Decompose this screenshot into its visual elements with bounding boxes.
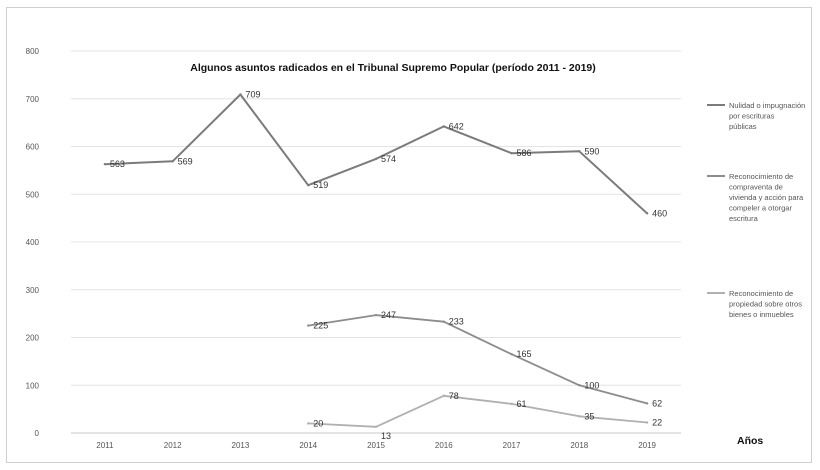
data-label: 78: [449, 391, 459, 401]
data-label: 563: [110, 159, 125, 169]
data-point: [510, 151, 513, 155]
data-point: [307, 422, 310, 425]
series-line-1: [104, 93, 648, 215]
data-label: 460: [652, 208, 667, 218]
data-label: 61: [517, 399, 527, 409]
y-tick-label-100: 100: [26, 381, 40, 390]
legend-label-3: Reconocimiento de propiedad sobre otros bi…: [729, 289, 802, 319]
data-label: 519: [313, 180, 328, 190]
legend-label-line: por escrituras: [729, 112, 775, 121]
legend-label-2: Reconocimiento de compraventa de vivienda …: [729, 172, 804, 223]
x-axis-title: Años: [737, 435, 763, 447]
legend-label-line: Reconocimiento de: [729, 289, 793, 298]
legend-label-line: propiedad sobre otros: [729, 300, 802, 309]
data-label: 13: [381, 431, 391, 441]
legend-label-line: vivienda y acción para: [729, 193, 804, 202]
legend-label-line: compraventa de: [729, 183, 783, 192]
data-labels: 563 569 709 519 574 642 586 590 460 225 247 233 165 1…: [110, 89, 667, 440]
legend-label-line: Nulidad o impugnación: [729, 101, 805, 110]
x-tick-label-2013: 2013: [232, 441, 250, 450]
data-point: [171, 160, 174, 163]
data-label: 247: [381, 310, 396, 320]
x-tick-label-2017: 2017: [503, 441, 521, 450]
x-tick-label-2018: 2018: [570, 441, 588, 450]
data-label: 22: [652, 417, 662, 427]
data-label: 590: [584, 146, 599, 156]
x-tick-label-2015: 2015: [367, 441, 385, 450]
y-tick-label-200: 200: [26, 334, 40, 343]
legend-label-1: Nulidad o impugnación por escrituras públi…: [729, 101, 805, 131]
data-point: [442, 320, 445, 323]
legend: Nulidad o impugnación por escrituras públi…: [707, 101, 805, 319]
x-axis-ticks: 2011 2012 2013 2014 2015 2016 2017 2018 2019: [96, 441, 656, 450]
legend-label-line: escritura: [729, 214, 759, 223]
data-label: 35: [584, 411, 594, 421]
data-point: [578, 415, 581, 418]
y-tick-label-800: 800: [26, 47, 40, 56]
data-label: 709: [245, 89, 260, 99]
data-point: [374, 157, 378, 161]
data-label: 225: [313, 321, 328, 331]
data-label: 586: [517, 148, 532, 158]
x-tick-label-2014: 2014: [299, 441, 317, 450]
data-point: [103, 162, 107, 166]
chart-frame: 0 100 200 300 400 500 600 700 800 2011 2012 2013 20…: [6, 7, 812, 463]
y-tick-label-600: 600: [26, 143, 40, 152]
data-point: [239, 93, 242, 96]
data-point: [307, 183, 310, 187]
data-label: 20: [313, 418, 323, 428]
data-point: [510, 402, 513, 406]
x-tick-label-2019: 2019: [638, 441, 656, 450]
data-point: [307, 324, 310, 327]
data-label: 100: [584, 380, 599, 390]
data-label: 165: [517, 349, 532, 359]
chart-title: Algunos asuntos radicados en el Tribunal…: [190, 62, 596, 74]
series-lines: [103, 93, 649, 428]
data-point: [645, 402, 649, 405]
legend-label-line: Reconocimiento de: [729, 172, 793, 181]
data-label: 642: [449, 121, 464, 131]
data-label: 62: [652, 398, 662, 408]
legend-label-line: públicas: [729, 122, 757, 131]
data-point: [374, 425, 378, 428]
legend-label-line: compeler a otorgar: [729, 204, 792, 213]
data-point: [645, 212, 649, 215]
data-point: [374, 313, 378, 317]
data-point: [442, 125, 445, 128]
y-tick-label-500: 500: [26, 190, 40, 199]
grid-lines: [71, 50, 681, 434]
legend-label-line: bienes o inmuebles: [729, 310, 794, 319]
data-point: [578, 150, 581, 153]
data-point: [645, 421, 649, 424]
x-tick-label-2016: 2016: [435, 441, 453, 450]
data-label: 233: [449, 317, 464, 327]
data-label: 574: [381, 154, 396, 164]
x-tick-label-2011: 2011: [96, 441, 114, 450]
data-point: [578, 384, 581, 387]
y-tick-label-400: 400: [26, 238, 40, 247]
x-tick-label-2012: 2012: [164, 441, 182, 450]
data-point: [510, 353, 513, 356]
data-point: [442, 394, 445, 397]
data-label: 569: [178, 156, 193, 166]
y-axis-ticks: 0 100 200 300 400 500 600 700 800: [26, 47, 40, 438]
y-tick-label-700: 700: [26, 95, 40, 104]
series-line-2: [308, 314, 648, 405]
y-tick-label-0: 0: [35, 429, 40, 438]
series-line-3: [308, 394, 648, 428]
y-tick-label-300: 300: [26, 286, 40, 295]
